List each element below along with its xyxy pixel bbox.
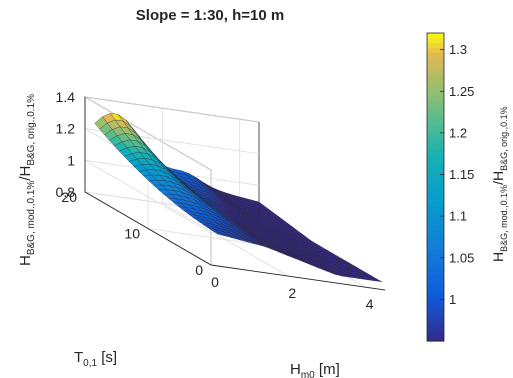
colorbar-segment [427, 138, 444, 145]
colorbar-frame [426, 32, 445, 342]
colorbar-segment [427, 326, 444, 332]
x-tick-label: 4 [366, 296, 374, 312]
colorbar-segment [427, 283, 444, 289]
x-tick-label: 0 [211, 274, 219, 290]
colorbar-segment [427, 148, 444, 154]
colorbar-segment [427, 153, 444, 159]
x-axis-line [210, 264, 386, 291]
colorbar-segment [427, 187, 444, 193]
y-axis-line [84, 191, 212, 266]
colorbar-segment [427, 264, 444, 270]
colorbar-segment [427, 143, 444, 150]
colorbar-segment [427, 302, 444, 308]
colorbar-segment [427, 307, 444, 313]
colorbar-tick-label: 1.05 [449, 250, 474, 265]
colorbar-tick-label: 1.2 [449, 125, 467, 140]
surface-patch [369, 277, 382, 282]
colorbar-tick-label: 1 [449, 292, 456, 307]
colorbar-segment [427, 114, 444, 121]
colorbar-segment [427, 81, 444, 87]
colorbar-segment [427, 100, 444, 106]
colorbar-segment [427, 33, 444, 39]
y-tick-label: 10 [124, 226, 140, 242]
colorbar-segment [427, 336, 444, 342]
y-axis-label: T0,1 [s] [74, 349, 117, 369]
colorbar-segment [427, 177, 444, 183]
colorbar-segment [427, 134, 444, 140]
colorbar-segment [427, 119, 444, 126]
colorbar-segment [427, 239, 444, 246]
colorbar [426, 32, 445, 342]
colorbar-segment [427, 124, 444, 130]
z-axis-label: HB&G, mod.,0.1%/HB&G, orig.,0.1% [17, 94, 37, 266]
colorbar-segment [427, 172, 444, 178]
colorbar-segment [427, 254, 444, 260]
colorbar-segment [427, 206, 444, 212]
y-tick-label: 0 [195, 262, 203, 278]
colorbar-segment [427, 76, 444, 82]
y-tick-label: 20 [61, 189, 77, 205]
z-tick-label: 1 [67, 152, 75, 168]
axis-lines [84, 97, 386, 291]
colorbar-segment [427, 249, 444, 255]
colorbar-tick-labels: 1 1.05 1.1 1.15 1.2 1.25 1.3 [449, 42, 474, 307]
colorbar-segment [427, 182, 444, 188]
chart-title: Slope = 1:30, h=10 m [136, 7, 284, 24]
z-tick-label: 0.8 [56, 184, 76, 200]
colorbar-segment [427, 47, 444, 53]
colorbar-segment [427, 331, 444, 337]
colorbar-segment [427, 288, 444, 294]
colorbar-segment [427, 273, 444, 280]
colorbar-segment [427, 211, 444, 217]
colorbar-tick-label: 1.1 [449, 209, 467, 224]
colorbar-segment [427, 37, 444, 44]
colorbar-segment [427, 196, 444, 203]
colorbar-segment [427, 215, 444, 222]
colorbar-segment [427, 268, 444, 275]
gridline-z [84, 96, 260, 123]
colorbar-tick-label: 1.15 [449, 167, 474, 182]
colorbar-segment [427, 244, 444, 251]
colorbar-segment [427, 162, 444, 169]
colorbar-segment [427, 71, 444, 77]
tick-labels: 0 2 4 0 10 200.8 1 1.2 1.4 [56, 89, 374, 312]
colorbar-segment [427, 292, 444, 299]
colorbar-segment [427, 220, 444, 227]
z-tick-label: 1.4 [56, 89, 76, 105]
colorbar-segment [427, 167, 444, 174]
colorbar-segment [427, 297, 444, 304]
colorbar-label: HB&G, mod.,0.1%/HB&G, orig.,0.1% [490, 106, 509, 262]
colorbar-segment [427, 129, 444, 135]
colorbar-segment [427, 85, 444, 92]
colorbar-segment [427, 235, 444, 241]
colorbar-segment [427, 42, 444, 49]
colorbar-segment [427, 230, 444, 236]
surface-plot [94, 113, 382, 282]
colorbar-segment [427, 259, 444, 265]
colorbar-segment [427, 278, 444, 284]
x-axis-label: Hm0 [m] [290, 361, 340, 378]
colorbar-segment [427, 57, 444, 63]
colorbar-segment [427, 52, 444, 58]
x-tick-label: 2 [288, 285, 296, 301]
colorbar-segment [427, 316, 444, 323]
colorbar-segment [427, 312, 444, 318]
colorbar-tick-label: 1.3 [449, 42, 467, 57]
colorbar-tick-label: 1.25 [449, 84, 474, 99]
colorbar-segment [427, 201, 444, 207]
colorbar-segment [427, 66, 444, 73]
colorbar-segment [427, 158, 444, 164]
colorbar-segment [427, 95, 444, 101]
colorbar-segment [427, 225, 444, 231]
colorbar-segment [427, 90, 444, 97]
colorbar-segment [427, 110, 444, 116]
colorbar-segment [427, 105, 444, 111]
colorbar-segment [427, 61, 444, 68]
colorbar-segment [427, 191, 444, 198]
z-tick-label: 1.2 [56, 121, 76, 137]
colorbar-segment [427, 321, 444, 328]
